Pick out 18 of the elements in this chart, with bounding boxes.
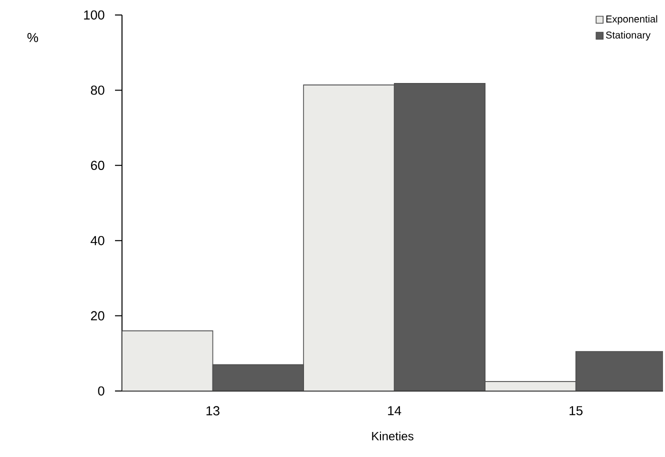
y-tick-label: 60 [91, 160, 104, 170]
x-tick-label: 13 [206, 406, 220, 416]
y-tick-label: 100 [84, 10, 104, 20]
bar [212, 364, 304, 391]
bar [394, 83, 486, 391]
x-tick-label: 14 [388, 406, 402, 416]
y-tick-label: 40 [90, 236, 104, 246]
legend-label: Exponential [606, 15, 658, 25]
bar [122, 330, 214, 391]
y-tick-label: 80 [90, 86, 104, 95]
y-tick-label: 0 [98, 386, 104, 396]
legend-label: Stationary [606, 31, 651, 41]
x-tick-label: 15 [570, 406, 583, 416]
bar [303, 84, 395, 391]
bar [484, 381, 576, 391]
y-tick-label: 20 [91, 311, 104, 320]
x-axis-title: Kineties [372, 432, 414, 440]
y-axis-title: % [27, 33, 38, 42]
